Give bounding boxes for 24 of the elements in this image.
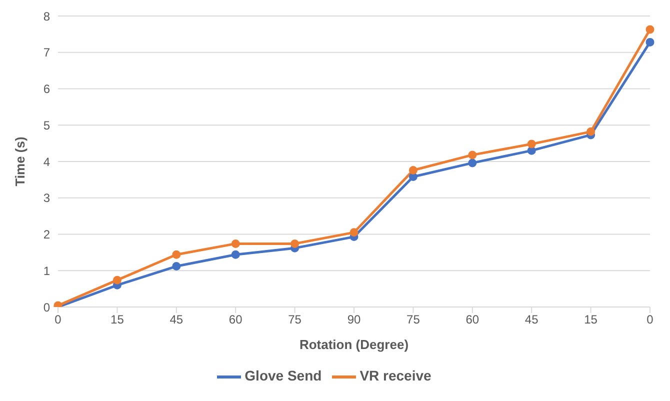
y-axis-title: Time (s) <box>12 136 28 186</box>
y-tick-label: 1 <box>43 264 50 278</box>
x-tick-label: 45 <box>170 312 184 327</box>
x-tick-label: 90 <box>347 312 361 327</box>
x-tick-label: 75 <box>288 312 302 327</box>
x-tick-label: 15 <box>584 312 598 327</box>
x-tick-label: 15 <box>110 312 124 327</box>
x-tick-label: 0 <box>646 312 654 327</box>
x-tick-label: 0 <box>54 312 62 327</box>
y-tick-label: 7 <box>43 46 50 60</box>
legend-label: Glove Send <box>244 368 322 384</box>
y-tick-label: 0 <box>43 300 50 314</box>
y-tick-label: 8 <box>43 9 50 24</box>
x-axis-title: Rotation (Degree) <box>299 337 409 352</box>
x-tick-label: 45 <box>524 312 539 327</box>
x-tick-label: 60 <box>228 312 243 327</box>
legend-label: VR receive <box>360 368 432 384</box>
x-tick-label: 75 <box>406 312 420 327</box>
y-tick-label: 2 <box>43 228 50 242</box>
y-tick-label: 4 <box>43 154 50 169</box>
x-tick-label: 60 <box>466 312 480 327</box>
y-tick-label: 5 <box>43 118 50 132</box>
y-tick-label: 6 <box>43 82 50 96</box>
y-tick-label: 3 <box>43 191 50 206</box>
